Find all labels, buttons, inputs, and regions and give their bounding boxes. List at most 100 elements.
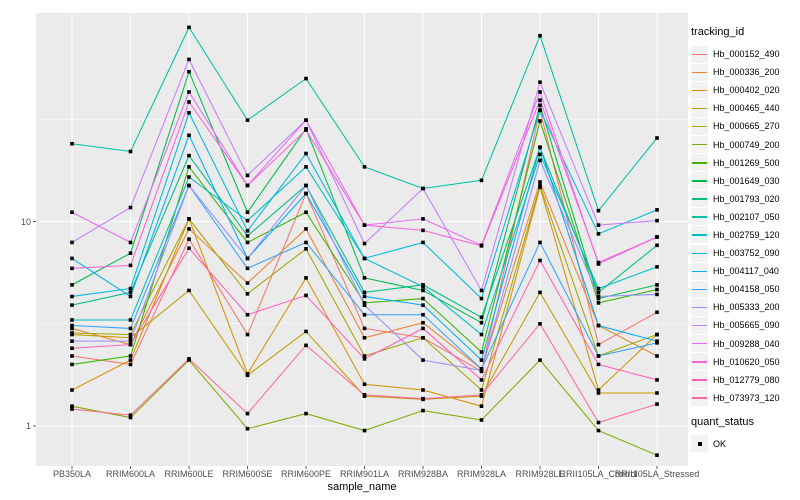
data-point-marker (479, 288, 484, 293)
data-point-marker (479, 393, 484, 397)
legend-quant-status-block: quant_status OK (691, 416, 799, 453)
data-point-marker (128, 263, 133, 268)
legend-key-swatch (691, 190, 708, 208)
data-point-marker (421, 320, 425, 325)
data-point-marker (128, 415, 133, 420)
data-point-marker (362, 165, 367, 169)
data-point-marker (70, 407, 74, 411)
data-point-marker (421, 335, 425, 340)
data-point-marker (596, 208, 601, 213)
data-point-marker (128, 149, 133, 154)
legend-title-quant-status: quant_status (691, 415, 754, 428)
data-point-marker (362, 326, 367, 331)
data-point-marker (304, 329, 308, 334)
legend-item-Hb_000402_020: Hb_000402_020 (691, 81, 799, 99)
data-point-marker (655, 332, 659, 337)
data-point-marker (479, 315, 484, 320)
data-point-marker (655, 287, 659, 292)
data-point-marker (538, 152, 542, 157)
data-point-marker (128, 318, 133, 322)
data-point-marker (655, 453, 659, 457)
data-point-marker (70, 346, 74, 351)
data-point-marker (128, 335, 133, 340)
legend-item-label: Hb_001793_020 (713, 193, 780, 204)
legend-entries: Hb_000152_490 Hb_000336_200 Hb_000402_020 H… (691, 45, 799, 407)
data-point-marker (245, 373, 250, 378)
data-point-marker (128, 240, 133, 245)
data-point-marker (304, 76, 308, 81)
legend-item-Hb_001269_500: Hb_001269_500 (691, 154, 799, 172)
data-point-marker (70, 331, 74, 335)
data-point-marker (421, 283, 425, 287)
data-point-marker (304, 183, 308, 188)
data-point-marker (70, 256, 74, 261)
data-point-marker (655, 341, 659, 345)
data-point-marker (538, 183, 542, 188)
data-point-marker (479, 244, 484, 248)
series-color-line-icon (692, 162, 707, 164)
series-color-line-icon (692, 343, 707, 345)
data-point-marker (70, 294, 74, 299)
data-point-marker (128, 290, 133, 295)
x-tick-label: RRIM901LA (339, 469, 390, 479)
y-tick-label: 1 (25, 421, 31, 431)
data-point-marker (655, 402, 659, 406)
data-point-marker (304, 118, 308, 122)
data-point-marker (128, 251, 133, 255)
legend-item-label: Hb_001649_030 (713, 175, 780, 186)
series-color-line-icon (692, 234, 707, 236)
legend-item-label: Hb_003752_090 (713, 248, 780, 259)
x-tick-label: RRIM600LA (105, 469, 156, 479)
data-point-marker (479, 404, 484, 408)
data-point-marker (245, 256, 250, 261)
data-point-marker (538, 103, 542, 108)
data-point-marker (538, 98, 542, 102)
legend-item-Hb_005665_090: Hb_005665_090 (691, 316, 799, 334)
data-point-marker (655, 208, 659, 212)
data-point-marker (304, 343, 308, 348)
data-point-marker (70, 388, 74, 392)
data-point-marker (70, 240, 74, 245)
data-point-marker (187, 69, 191, 74)
data-point-marker (538, 322, 542, 326)
data-point-marker (70, 210, 74, 215)
data-point-marker (655, 218, 659, 223)
data-point-marker (655, 354, 659, 358)
data-point-marker (538, 80, 542, 84)
legend-item-label: Hb_000336_200 (713, 67, 780, 78)
data-point-marker (128, 362, 133, 367)
data-point-marker (187, 227, 191, 231)
data-point-marker (479, 378, 484, 382)
data-point-marker (538, 290, 542, 295)
data-point-marker (596, 362, 601, 367)
legend-key-swatch (691, 389, 708, 407)
legend-item-Hb_001649_030: Hb_001649_030 (691, 172, 799, 190)
data-point-marker (245, 210, 250, 215)
legend-item-label: OK (713, 438, 727, 449)
data-point-marker (187, 57, 191, 62)
data-point-marker (655, 292, 659, 297)
legend-key-swatch (691, 99, 708, 117)
series-color-line-icon (692, 270, 707, 273)
data-point-marker (655, 243, 659, 248)
data-point-marker (421, 288, 425, 293)
data-point-marker (245, 332, 250, 337)
legend-key-swatch (691, 353, 708, 371)
legend-item-label: Hb_004158_050 (713, 284, 780, 295)
data-point-marker (187, 357, 191, 361)
data-point-marker (421, 326, 425, 331)
legend-item-label: Hb_000749_200 (713, 139, 780, 150)
data-point-marker (187, 183, 191, 188)
data-point-marker (362, 256, 367, 261)
data-point-marker (538, 258, 542, 263)
legend-item-Hb_000465_440: Hb_000465_440 (691, 99, 799, 117)
series-color-line-icon (692, 379, 707, 381)
data-point-marker (538, 240, 542, 245)
series-color-line-icon (692, 125, 707, 128)
x-tick-label: PB350LA (52, 469, 92, 479)
data-point-marker (421, 296, 425, 301)
data-point-marker (187, 237, 191, 241)
data-point-marker (596, 420, 601, 425)
legend-key-swatch (691, 136, 708, 154)
